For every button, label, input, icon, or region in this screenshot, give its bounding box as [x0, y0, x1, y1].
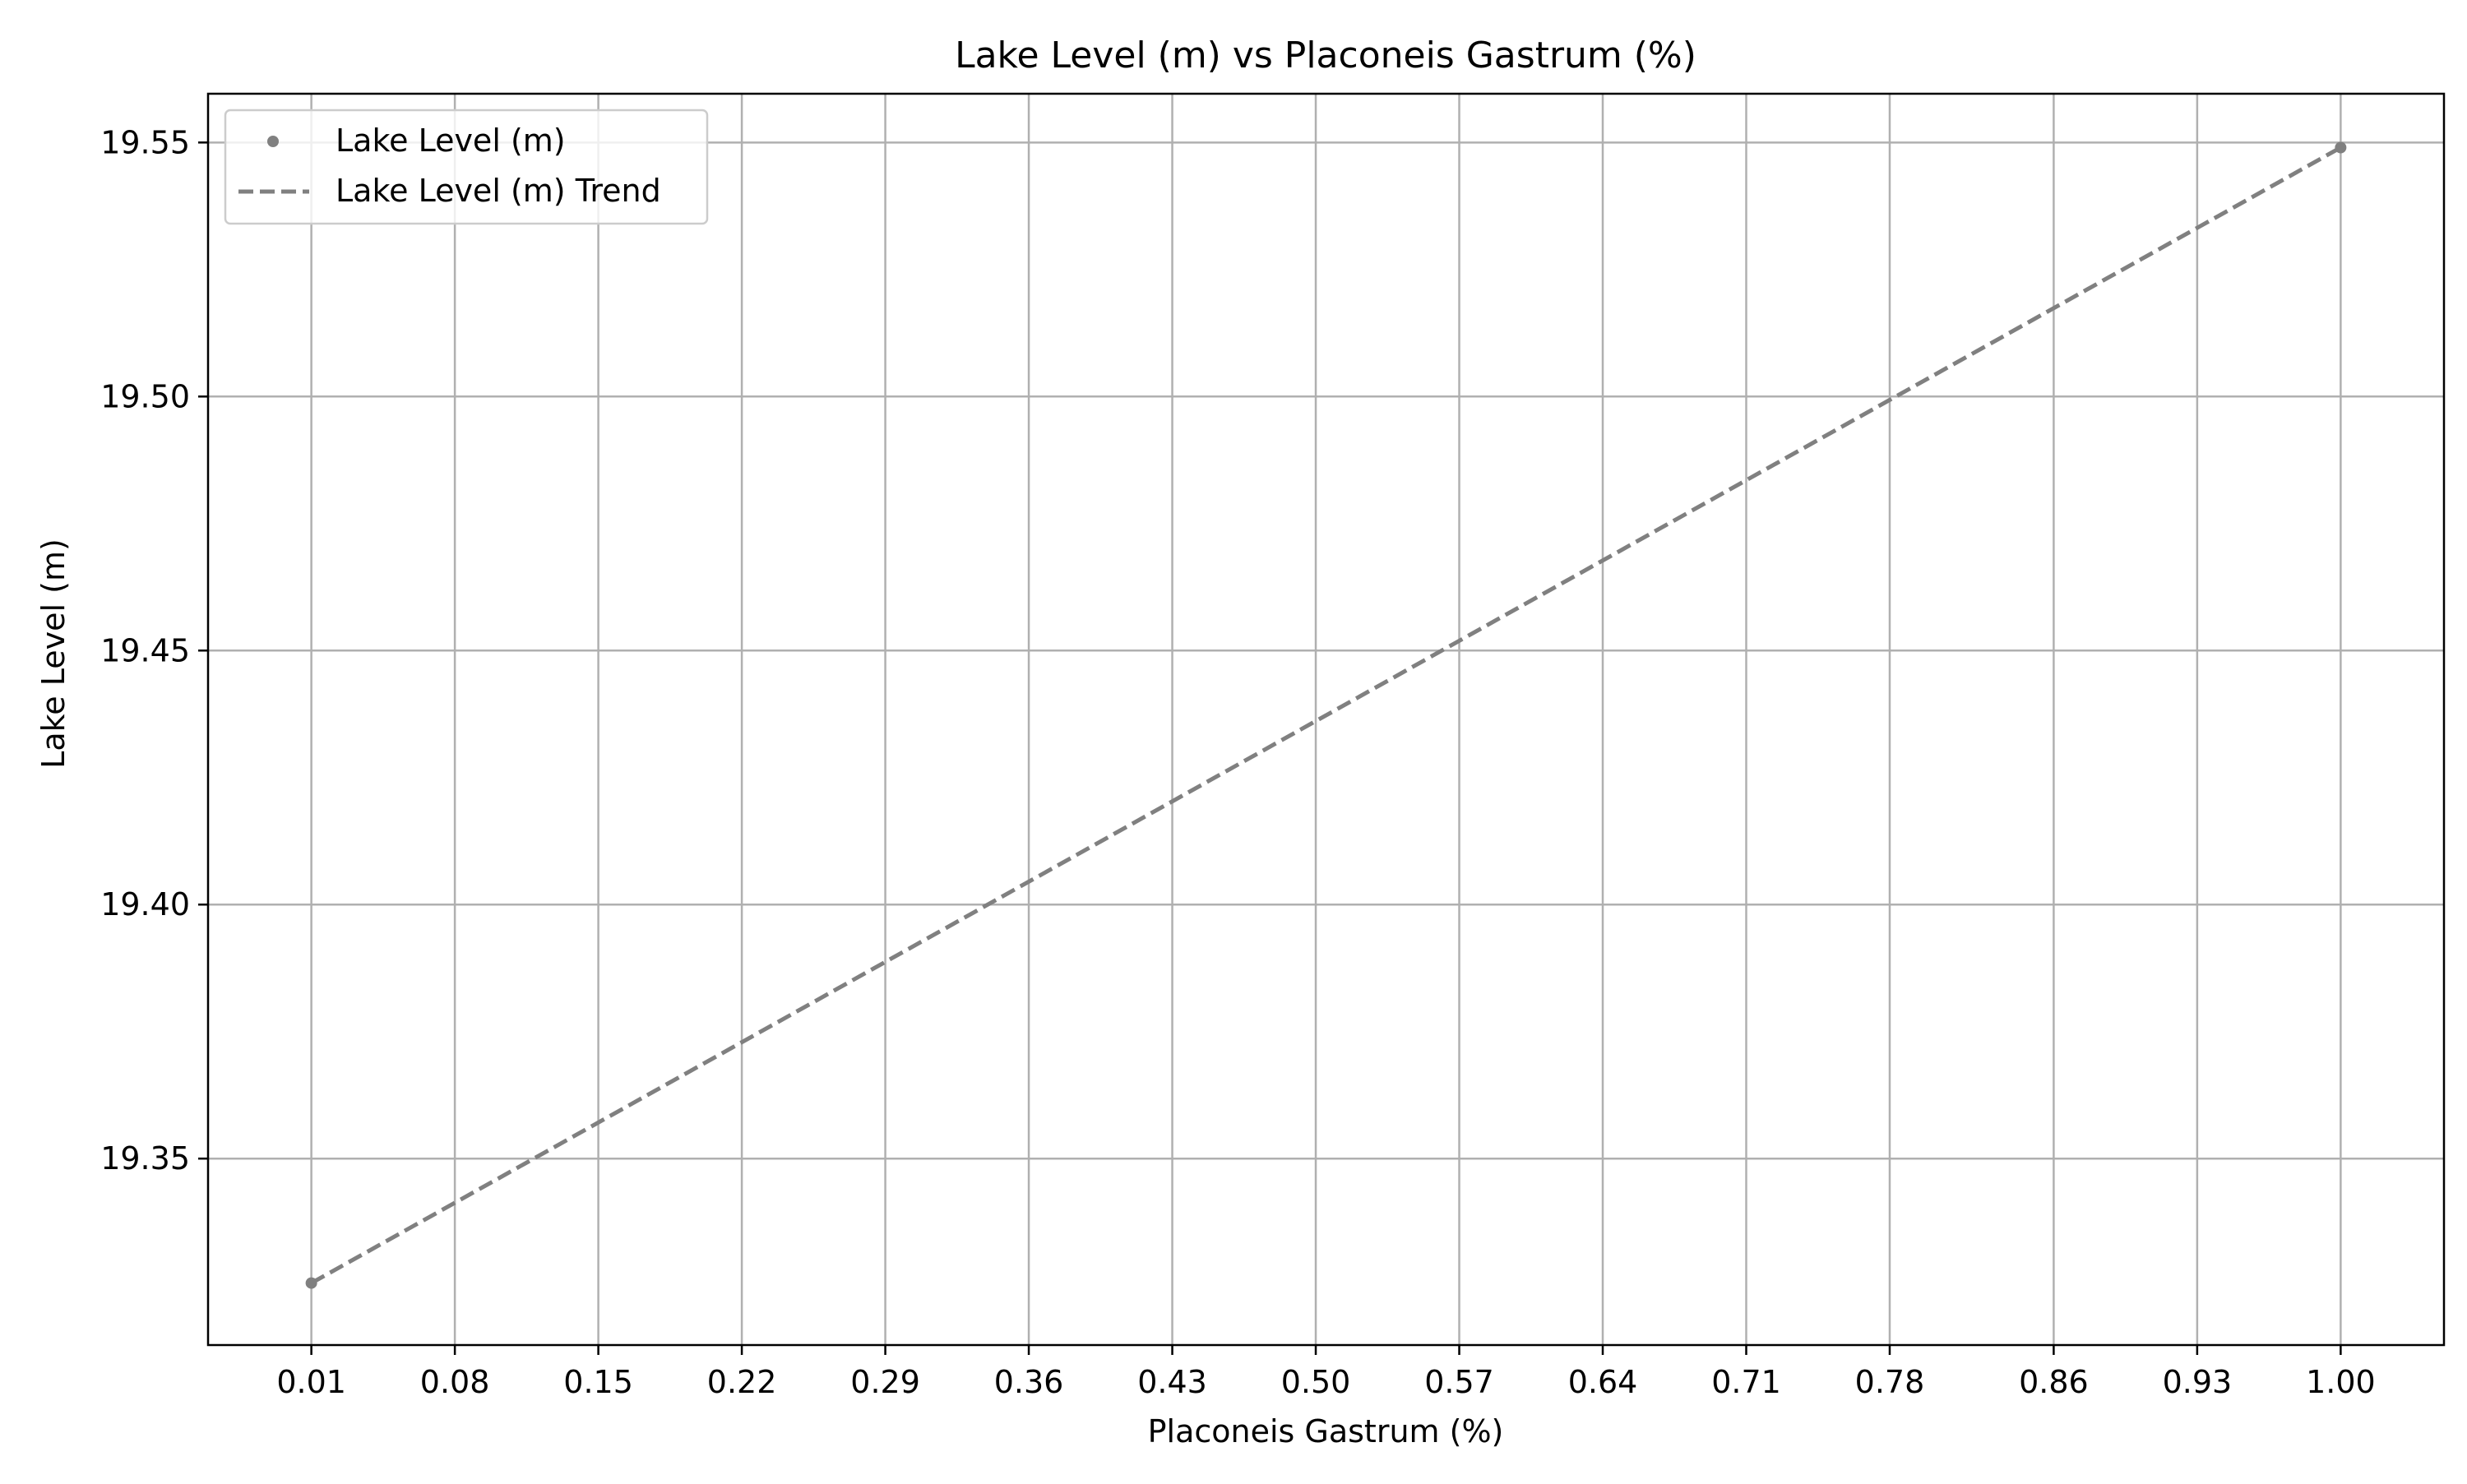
chart-title: Lake Level (m) vs Placoneis Gastrum (%) — [955, 35, 1696, 76]
x-tick-label: 0.64 — [1568, 1364, 1638, 1400]
x-tick-label: 0.36 — [994, 1364, 1064, 1400]
x-tick-label: 0.86 — [2019, 1364, 2089, 1400]
x-tick-label: 1.00 — [2306, 1364, 2376, 1400]
x-axis: 0.01 0.08 0.15 0.22 0.29 0.36 0.43 0.50 0.57 0.64… — [276, 1345, 2376, 1400]
y-axis-label: Lake Level (m) — [35, 539, 72, 769]
data-point — [305, 1277, 317, 1289]
x-tick-label: 0.78 — [1855, 1364, 1925, 1400]
y-tick-label: 19.55 — [100, 124, 190, 160]
y-tick-label: 19.50 — [100, 378, 190, 414]
x-tick-label: 0.71 — [1711, 1364, 1781, 1400]
x-tick-label: 0.50 — [1281, 1364, 1351, 1400]
grid — [208, 94, 2444, 1345]
x-tick-label: 0.29 — [850, 1364, 920, 1400]
legend: Lake Level (m) Lake Level (m) Trend — [224, 109, 709, 225]
legend-label-trend: Lake Level (m) Trend — [336, 173, 661, 209]
data-point — [2335, 141, 2347, 154]
points-layer — [305, 141, 2347, 1289]
legend-box — [224, 109, 709, 225]
legend-marker-scatter — [267, 136, 279, 147]
x-tick-label: 0.08 — [420, 1364, 490, 1400]
x-tick-label: 0.43 — [1137, 1364, 1207, 1400]
y-tick-label: 19.35 — [100, 1140, 190, 1177]
x-tick-label: 0.22 — [707, 1364, 777, 1400]
legend-label-scatter: Lake Level (m) — [336, 123, 566, 159]
y-tick-label: 19.45 — [100, 632, 190, 668]
trend-layer — [310, 146, 2342, 1285]
plot-frame — [206, 92, 2446, 1347]
trend-line — [310, 146, 2342, 1285]
x-tick-label: 0.93 — [2163, 1364, 2233, 1400]
x-tick-label: 0.57 — [1424, 1364, 1494, 1400]
x-axis-label: Placoneis Gastrum (%) — [1148, 1413, 1504, 1449]
x-tick-label: 0.15 — [563, 1364, 633, 1400]
x-tick-label: 0.01 — [276, 1364, 346, 1400]
y-tick-label: 19.40 — [100, 886, 190, 922]
y-axis: 19.35 19.40 19.45 19.50 19.55 — [100, 124, 208, 1177]
